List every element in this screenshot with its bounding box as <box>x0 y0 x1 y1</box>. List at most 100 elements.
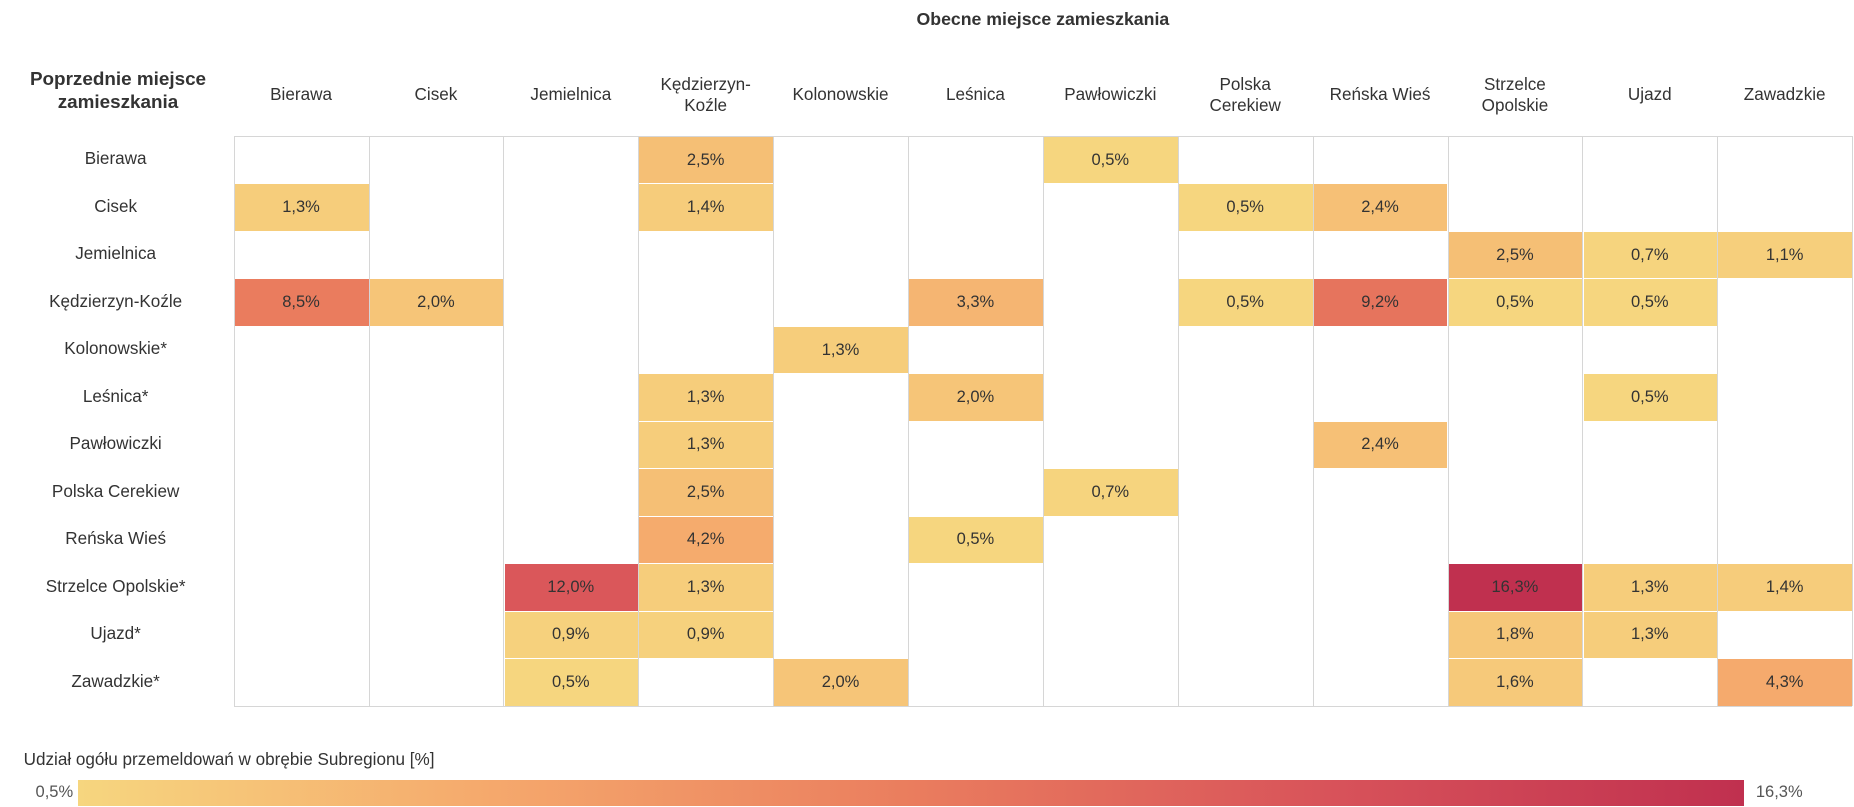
cell-label: 0,5% <box>1091 149 1130 169</box>
heatmap-cell <box>909 374 1043 421</box>
grid-border <box>233 705 1853 707</box>
column-separator <box>1447 135 1449 706</box>
heatmap-cell <box>1718 564 1853 611</box>
heatmap-cell <box>1583 374 1718 421</box>
heatmap-cell <box>639 184 774 231</box>
heatmap-cell <box>1718 659 1853 706</box>
column-separator <box>1042 135 1044 706</box>
row-label: Zawadzkie* <box>71 671 160 691</box>
heatmap-cell <box>1313 279 1448 326</box>
cell-label: 1,6% <box>1496 671 1534 691</box>
column-label: Kolonowskie <box>792 85 889 105</box>
heatmap-cell <box>1448 231 1583 279</box>
column-label: Kędzierzyn- Koźle <box>660 75 751 115</box>
column-separator <box>233 135 235 706</box>
column-separator <box>368 135 370 706</box>
row-axis-label: Poprzednie miejsce zamieszkania <box>29 68 207 113</box>
cell-label: 1,3% <box>821 339 860 359</box>
cell-label: 0,9% <box>551 624 590 644</box>
cell-label: 0,5% <box>1496 292 1534 311</box>
heatmap-cell <box>639 421 774 469</box>
column-label: Ujazd <box>1627 85 1672 105</box>
heatmap-cell <box>234 279 369 326</box>
cell-label: 1,1% <box>1765 244 1804 264</box>
cell-label: 1,3% <box>686 387 725 406</box>
heatmap-cell <box>1178 184 1313 231</box>
heatmap-cell <box>234 184 369 231</box>
column-label: Strzelce Opolskie <box>1481 75 1549 115</box>
cell-label: 2,4% <box>1361 434 1399 454</box>
cell-label: 2,5% <box>686 149 725 169</box>
colorbar <box>77 779 1745 806</box>
cell-label: 16,3% <box>1491 576 1539 596</box>
heatmap-cell <box>504 659 639 706</box>
row-label: Cisek <box>94 196 138 216</box>
column-label: Leśnica <box>945 85 1005 105</box>
cell-label: 2,5% <box>1496 244 1534 264</box>
column-separator <box>773 135 775 706</box>
heatmap-cell <box>1044 469 1178 516</box>
heatmap-cell <box>1448 279 1583 326</box>
heatmap-cell <box>909 279 1043 326</box>
heatmap-cell <box>909 516 1043 564</box>
cell-label: 0,5% <box>1630 292 1669 311</box>
column-separator <box>503 135 505 706</box>
cell-label: 0,5% <box>1226 197 1264 217</box>
column-separator <box>1177 135 1179 706</box>
column-separator <box>908 135 909 706</box>
heatmap-cell <box>774 659 908 706</box>
cell-label: 8,5% <box>282 292 320 311</box>
heatmap-cell <box>1448 564 1583 611</box>
heatmap-cell <box>1313 421 1448 469</box>
heatmap-cell <box>369 279 504 326</box>
cell-label: 0,5% <box>1630 387 1669 406</box>
heatmap-cell <box>639 374 774 421</box>
heatmap-cell <box>639 469 774 516</box>
colorbar-tick-label: 0,5% <box>35 782 74 802</box>
column-separator <box>1717 135 1719 706</box>
cell-label: 0,5% <box>956 529 995 549</box>
row-label: Kolonowskie* <box>64 339 167 359</box>
heatmap-cell <box>1583 611 1718 659</box>
cell-label: 4,3% <box>1765 671 1804 691</box>
row-label: Kędzierzyn-Koźle <box>49 291 183 311</box>
cell-label: 1,4% <box>686 197 725 217</box>
column-label: Cisek <box>414 85 458 105</box>
colorbar-title: Udział ogółu przemeldowań w obrębie Subr… <box>23 750 435 770</box>
colorbar-tick-label: 16,3% <box>1755 782 1803 802</box>
column-separator <box>1852 135 1854 706</box>
heatmap-cell <box>639 516 774 564</box>
cell-label: 1,3% <box>686 434 725 454</box>
colorbar-tick <box>78 780 79 806</box>
heatmap-cell <box>1583 564 1718 611</box>
heatmap-cell <box>1448 659 1583 706</box>
heatmap-cell <box>639 611 774 659</box>
cell-label: 3,3% <box>956 292 995 311</box>
cell-label: 2,4% <box>1361 197 1399 217</box>
row-label: Pawłowiczki <box>69 434 162 454</box>
cell-label: 0,7% <box>1091 481 1130 501</box>
heatmap-cell <box>1718 231 1853 279</box>
cell-label: 1,4% <box>1765 576 1804 596</box>
cell-label: 0,9% <box>686 624 725 644</box>
heatmap-cell <box>774 326 908 374</box>
column-separator <box>638 135 640 706</box>
cell-label: 2,0% <box>956 387 995 406</box>
row-label: Jemielnica <box>75 244 157 264</box>
row-label: Reńska Wieś <box>65 529 167 549</box>
row-label: Strzelce Opolskie* <box>45 576 186 596</box>
heatmap-cell <box>1178 279 1313 326</box>
heatmap-cell <box>504 564 639 611</box>
heatmap-cell <box>1044 136 1178 184</box>
heatmap-cell <box>1583 231 1718 279</box>
heatmap-cell <box>1313 184 1448 231</box>
column-label: Pawłowiczki <box>1064 85 1157 105</box>
chart-title: Obecne miejsce zamieszkania <box>916 9 1170 30</box>
cell-label: 0,5% <box>551 671 590 691</box>
cell-label: 1,3% <box>1630 624 1669 644</box>
grid-border <box>233 135 1853 137</box>
cell-label: 0,5% <box>1226 292 1264 311</box>
row-label: Leśnica* <box>82 386 149 406</box>
column-label: Jemielnica <box>530 85 612 105</box>
